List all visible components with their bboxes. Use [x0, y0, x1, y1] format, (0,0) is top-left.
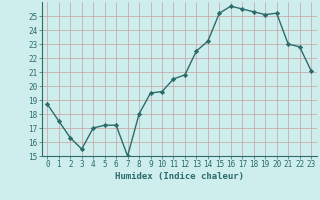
- X-axis label: Humidex (Indice chaleur): Humidex (Indice chaleur): [115, 172, 244, 181]
